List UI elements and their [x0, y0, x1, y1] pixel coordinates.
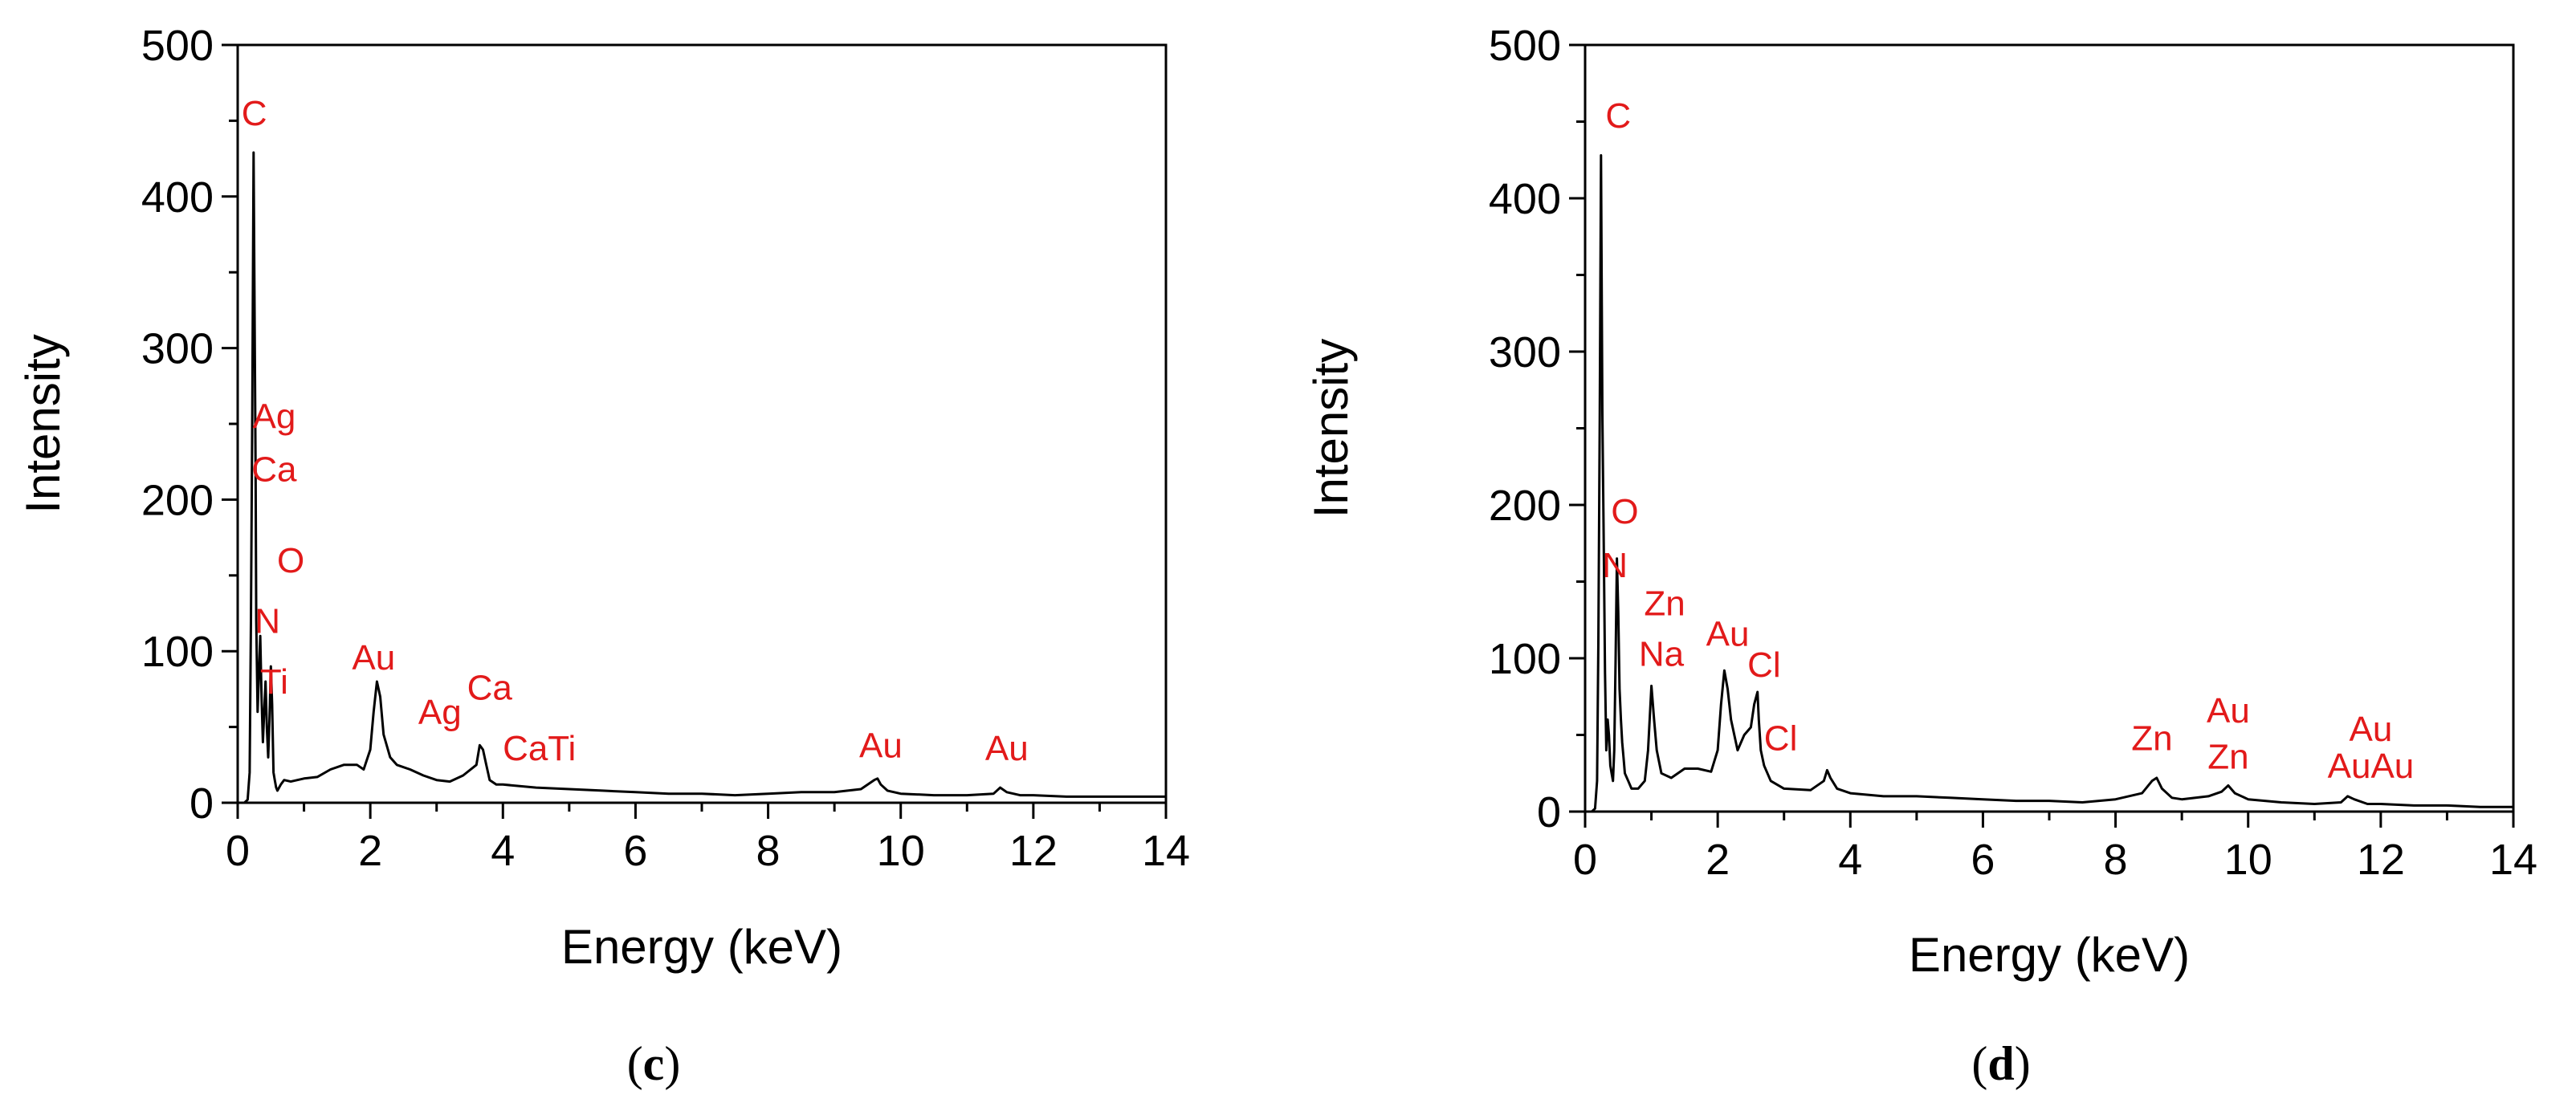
peak-label: Ag — [253, 397, 296, 437]
peak-label: O — [277, 541, 304, 580]
x-tick-label: 6 — [623, 827, 647, 875]
y-tick-label: 200 — [141, 476, 214, 524]
chart-d-svg: 0 2 4 6 8 10 12 14 0 100 200 300 400 500 Energy (keV) I… — [1304, 22, 2537, 1090]
x-tick-label: 4 — [491, 827, 515, 875]
peak-label: Na — [1639, 635, 1685, 674]
x-tick-label: 2 — [1706, 836, 1730, 884]
y-axis-title: Intensity — [1304, 339, 1358, 518]
y-tick-label: 0 — [190, 779, 214, 828]
y-tick-label: 200 — [1489, 482, 1561, 530]
x-tick-label: 10 — [877, 827, 925, 875]
peak-label: Ca — [251, 450, 297, 490]
y-axis-title: Intensity — [16, 334, 70, 513]
peak-label: Cl — [1747, 645, 1781, 685]
peak-label: C — [1605, 96, 1631, 136]
peak-label: Au — [2350, 710, 2393, 749]
y-tick-label: 500 — [141, 22, 214, 70]
x-axis-title: Energy (keV) — [561, 920, 842, 974]
x-tick-label: 14 — [2489, 836, 2537, 884]
y-tick-label: 0 — [1537, 788, 1561, 836]
x-tick-label: 0 — [226, 827, 250, 875]
y-tick-label: 400 — [141, 173, 214, 222]
peak-label: Au — [1706, 615, 1750, 654]
y-tick-label: 100 — [1489, 635, 1561, 683]
peak-label: C — [242, 94, 267, 133]
peak-label: AuAu — [2328, 747, 2415, 786]
chart-panel-d: 0 2 4 6 8 10 12 14 0 100 200 300 400 500 Energy (keV) I… — [1288, 0, 2576, 1107]
peak-label: N — [1602, 546, 1628, 585]
peak-label: Au — [859, 726, 903, 765]
x-tick-label: 12 — [2357, 836, 2405, 884]
x-tick-label: 12 — [1009, 827, 1058, 875]
panel-label: (c) — [627, 1037, 681, 1090]
panel-label: (d) — [1971, 1037, 2030, 1090]
peak-label: Au — [2207, 691, 2250, 731]
peak-label: Zn — [2207, 738, 2248, 777]
x-tick-label: 0 — [1573, 836, 1597, 884]
chart-panel-c: 0 2 4 6 8 10 12 14 0 100 200 300 400 500 Energy (keV) I… — [16, 22, 1190, 1090]
x-tick-label: 4 — [1838, 836, 1862, 884]
spectrum-line-c — [243, 151, 1166, 804]
peak-label: Ti — [260, 662, 288, 702]
peak-label: N — [255, 602, 280, 641]
x-axis-title: Energy (keV) — [1909, 928, 2190, 982]
peak-label: Zn — [1644, 584, 1685, 624]
peak-label: CaTi — [503, 729, 576, 768]
y-tick-label: 500 — [1489, 22, 1561, 70]
peak-label: Cl — [1764, 719, 1798, 759]
chart-c-svg: 0 2 4 6 8 10 12 14 0 100 200 300 400 500 Energy (keV) I… — [16, 22, 1190, 1090]
spectrum-line-d — [1591, 154, 2513, 813]
peak-label: O — [1611, 492, 1638, 531]
x-tick-label: 14 — [1142, 827, 1190, 875]
peak-label: Au — [985, 729, 1029, 768]
x-tick-label: 6 — [1971, 836, 1995, 884]
peak-label: Au — [352, 638, 395, 678]
peak-label: Zn — [2131, 719, 2172, 759]
x-tick-label: 8 — [2104, 836, 2128, 884]
y-tick-label: 400 — [1489, 175, 1561, 223]
y-tick-label: 300 — [1489, 328, 1561, 376]
plot-frame — [1584, 43, 2515, 813]
peak-label: Ca — [467, 669, 513, 708]
x-tick-label: 10 — [2224, 836, 2272, 884]
x-tick-label: 2 — [358, 827, 382, 875]
x-tick-label: 8 — [756, 827, 781, 875]
peak-label: Ag — [418, 693, 462, 732]
y-tick-label: 300 — [141, 325, 214, 373]
y-tick-label: 100 — [141, 628, 214, 676]
